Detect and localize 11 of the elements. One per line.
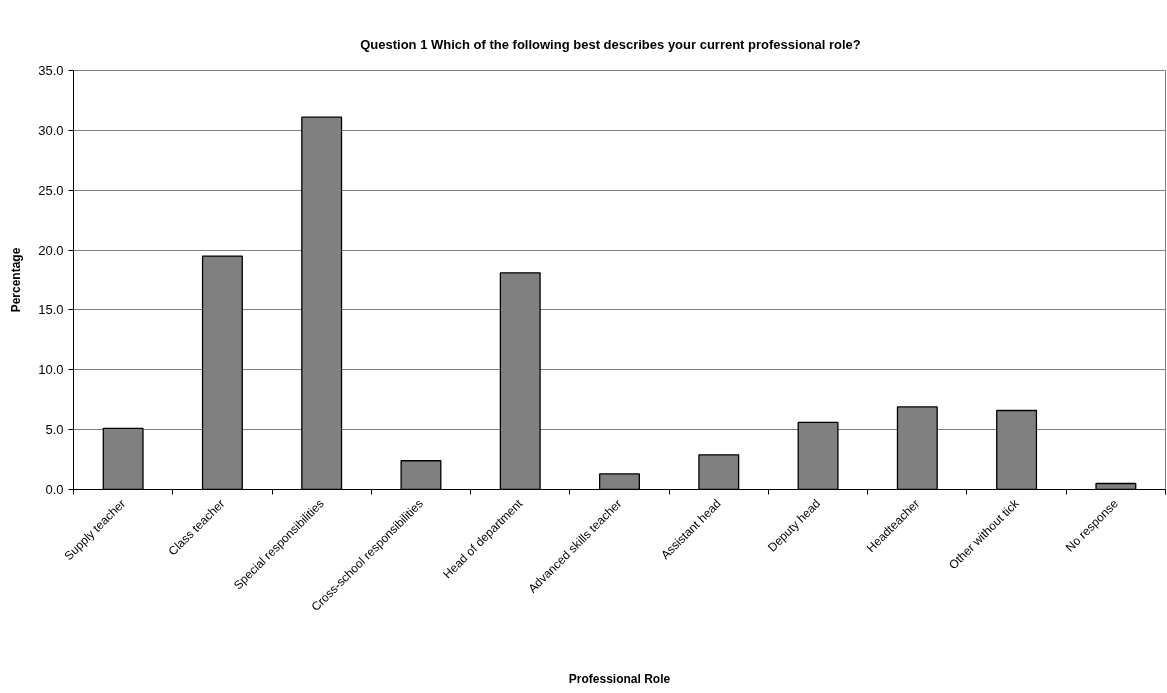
- y-tick-label: 35.0: [38, 63, 64, 78]
- y-tick-label: 25.0: [38, 182, 64, 198]
- chart-title: Question 1 Which of the following best describes your current professional role?: [360, 36, 861, 52]
- y-tick-label: 30.0: [38, 122, 64, 138]
- y-tick-label: 5.0: [45, 422, 64, 438]
- x-axis-title: Professional Role: [568, 671, 671, 686]
- y-tick-label: 20.0: [38, 242, 64, 258]
- y-axis-title: Percentage: [9, 247, 24, 313]
- y-tick-label: 15.0: [38, 302, 64, 318]
- y-tick-label: 10.0: [38, 362, 64, 378]
- y-tick-label: 0.0: [45, 482, 64, 497]
